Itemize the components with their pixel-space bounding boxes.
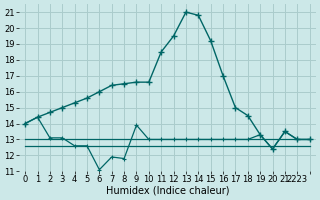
X-axis label: Humidex (Indice chaleur): Humidex (Indice chaleur)	[106, 186, 229, 196]
